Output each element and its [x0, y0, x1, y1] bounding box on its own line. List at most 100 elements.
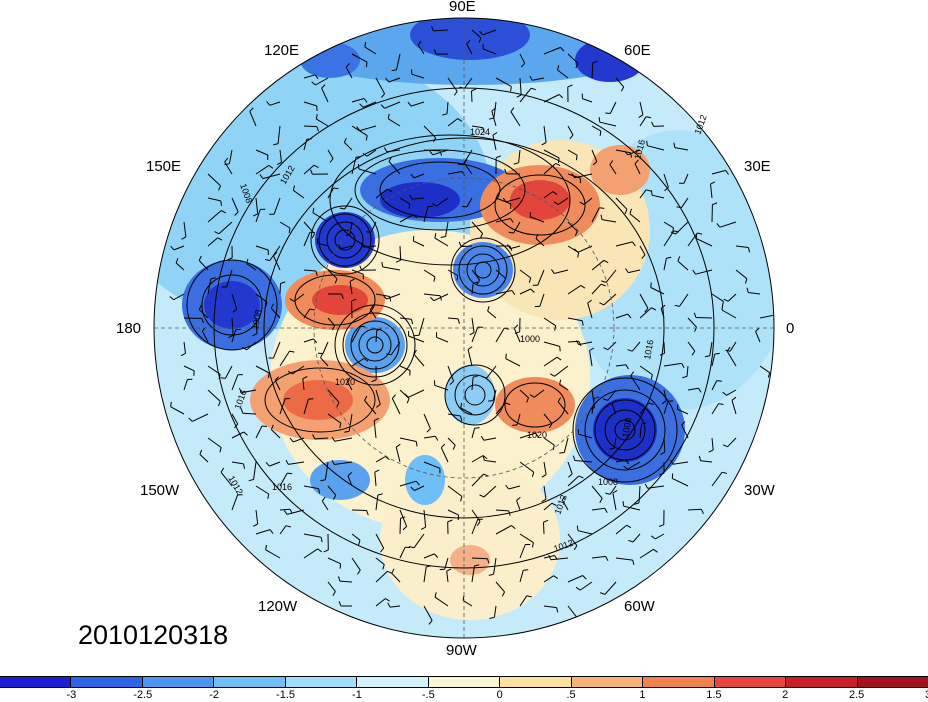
- wind-barb: [687, 508, 702, 511]
- wind-barb: [327, 269, 338, 280]
- wind-barb-flag: [658, 524, 664, 527]
- wind-barb-flag: [674, 304, 680, 307]
- wind-barb-flag: [224, 163, 230, 166]
- contour-label: 1008: [598, 477, 618, 487]
- wind-barb-flag: [624, 150, 629, 156]
- wind-barb-flag: [626, 524, 632, 529]
- wind-barb: [359, 125, 377, 132]
- wind-barb: [351, 125, 368, 137]
- wind-barb-flag: [471, 88, 477, 92]
- wind-barb: [375, 456, 386, 463]
- wind-barb: [246, 263, 257, 271]
- wind-barb: [711, 353, 716, 367]
- wind-barb: [654, 533, 665, 540]
- wind-barb-flag: [488, 573, 494, 576]
- wind-barb: [255, 164, 270, 175]
- colorbar-swatch: [857, 677, 928, 687]
- wind-barb-flag: [336, 402, 340, 408]
- wind-barb: [686, 365, 689, 377]
- wind-barb-flag: [553, 575, 559, 580]
- wind-barb: [687, 317, 697, 328]
- wind-barb: [663, 221, 674, 229]
- wind-barb-flag: [428, 620, 433, 625]
- wind-barb: [434, 384, 449, 391]
- wind-barb-flag: [252, 523, 258, 527]
- wind-barb-flag: [452, 444, 456, 450]
- wind-barb-flag: [406, 398, 410, 404]
- wind-barb-flag: [391, 394, 396, 399]
- colorbar-tick-label: -1.5: [276, 689, 296, 701]
- wind-barb-flag: [338, 601, 342, 607]
- wind-barb-flag: [429, 296, 435, 302]
- wind-barb-flag: [460, 415, 463, 422]
- wind-barb-flag: [556, 356, 562, 361]
- wind-barb: [432, 149, 449, 156]
- wind-barb: [320, 357, 329, 367]
- wind-barb: [591, 207, 600, 223]
- wind-barb-flag: [460, 496, 463, 502]
- wind-barb-flag: [387, 113, 390, 119]
- colorbar-swatch: [786, 677, 858, 687]
- wind-barb-flag: [609, 447, 615, 450]
- wind-barb: [255, 197, 259, 214]
- wind-barb: [302, 378, 305, 391]
- wind-barb: [347, 475, 353, 487]
- wind-barb: [687, 387, 699, 391]
- wind-barb-flag: [220, 467, 225, 473]
- wind-barb-flag: [339, 207, 345, 210]
- wind-barb-flag: [704, 355, 710, 358]
- wind-barb: [447, 365, 455, 382]
- wind-barb-flag: [480, 435, 485, 441]
- wind-barb: [255, 317, 258, 334]
- wind-barb-flag: [492, 132, 498, 136]
- wind-barb: [255, 485, 269, 495]
- wind-barb-flag: [559, 346, 561, 352]
- wind-barb: [493, 557, 497, 575]
- wind-barb: [207, 278, 212, 295]
- wind-barb-flag: [581, 320, 584, 326]
- wind-barb: [639, 402, 650, 415]
- wind-barb-flag: [302, 376, 308, 380]
- wind-barb-flag: [660, 451, 666, 455]
- wind-barb: [231, 197, 239, 213]
- wind-barb: [591, 485, 603, 499]
- wind-barb: [447, 413, 461, 417]
- wind-barb: [630, 375, 641, 391]
- wind-barb: [471, 221, 483, 234]
- wind-barb: [519, 461, 534, 473]
- wind-barb-flag: [625, 268, 629, 273]
- wind-barb: [375, 557, 385, 565]
- wind-barb-flag: [625, 364, 629, 370]
- lon-label-150e: 150E: [146, 158, 182, 175]
- wind-barb-flag: [232, 308, 238, 313]
- wind-barb-flag: [529, 75, 533, 81]
- wind-barb-flag: [312, 207, 315, 213]
- wind-barb-flag: [261, 425, 267, 427]
- wind-barb: [495, 77, 512, 87]
- wind-barb: [484, 459, 497, 463]
- wind-barb-flag: [267, 493, 270, 499]
- wind-barb-flag: [391, 69, 397, 72]
- wind-barb-flag: [505, 484, 510, 490]
- wind-barb-flag: [433, 49, 437, 55]
- wind-barb: [721, 309, 737, 319]
- wind-barb: [375, 330, 378, 343]
- wind-barb-flag: [432, 202, 437, 207]
- wind-barb: [578, 341, 593, 346]
- wind-barb: [591, 149, 598, 162]
- wind-barb: [303, 101, 317, 107]
- wind-barb: [423, 435, 436, 439]
- wind-barb-flag: [415, 441, 418, 447]
- lon-label-0: 0: [786, 320, 795, 337]
- wind-barb: [346, 380, 353, 391]
- wind-barb: [589, 350, 593, 367]
- wind-barb: [423, 125, 436, 138]
- wind-barb: [677, 408, 689, 415]
- lon-label-120w: 120W: [258, 598, 298, 615]
- wind-barb-flag: [462, 595, 465, 601]
- wind-barb-flag: [572, 455, 576, 461]
- wind-barb-flag: [599, 498, 603, 503]
- wind-barb: [255, 209, 261, 223]
- wind-barb-flag: [269, 529, 274, 534]
